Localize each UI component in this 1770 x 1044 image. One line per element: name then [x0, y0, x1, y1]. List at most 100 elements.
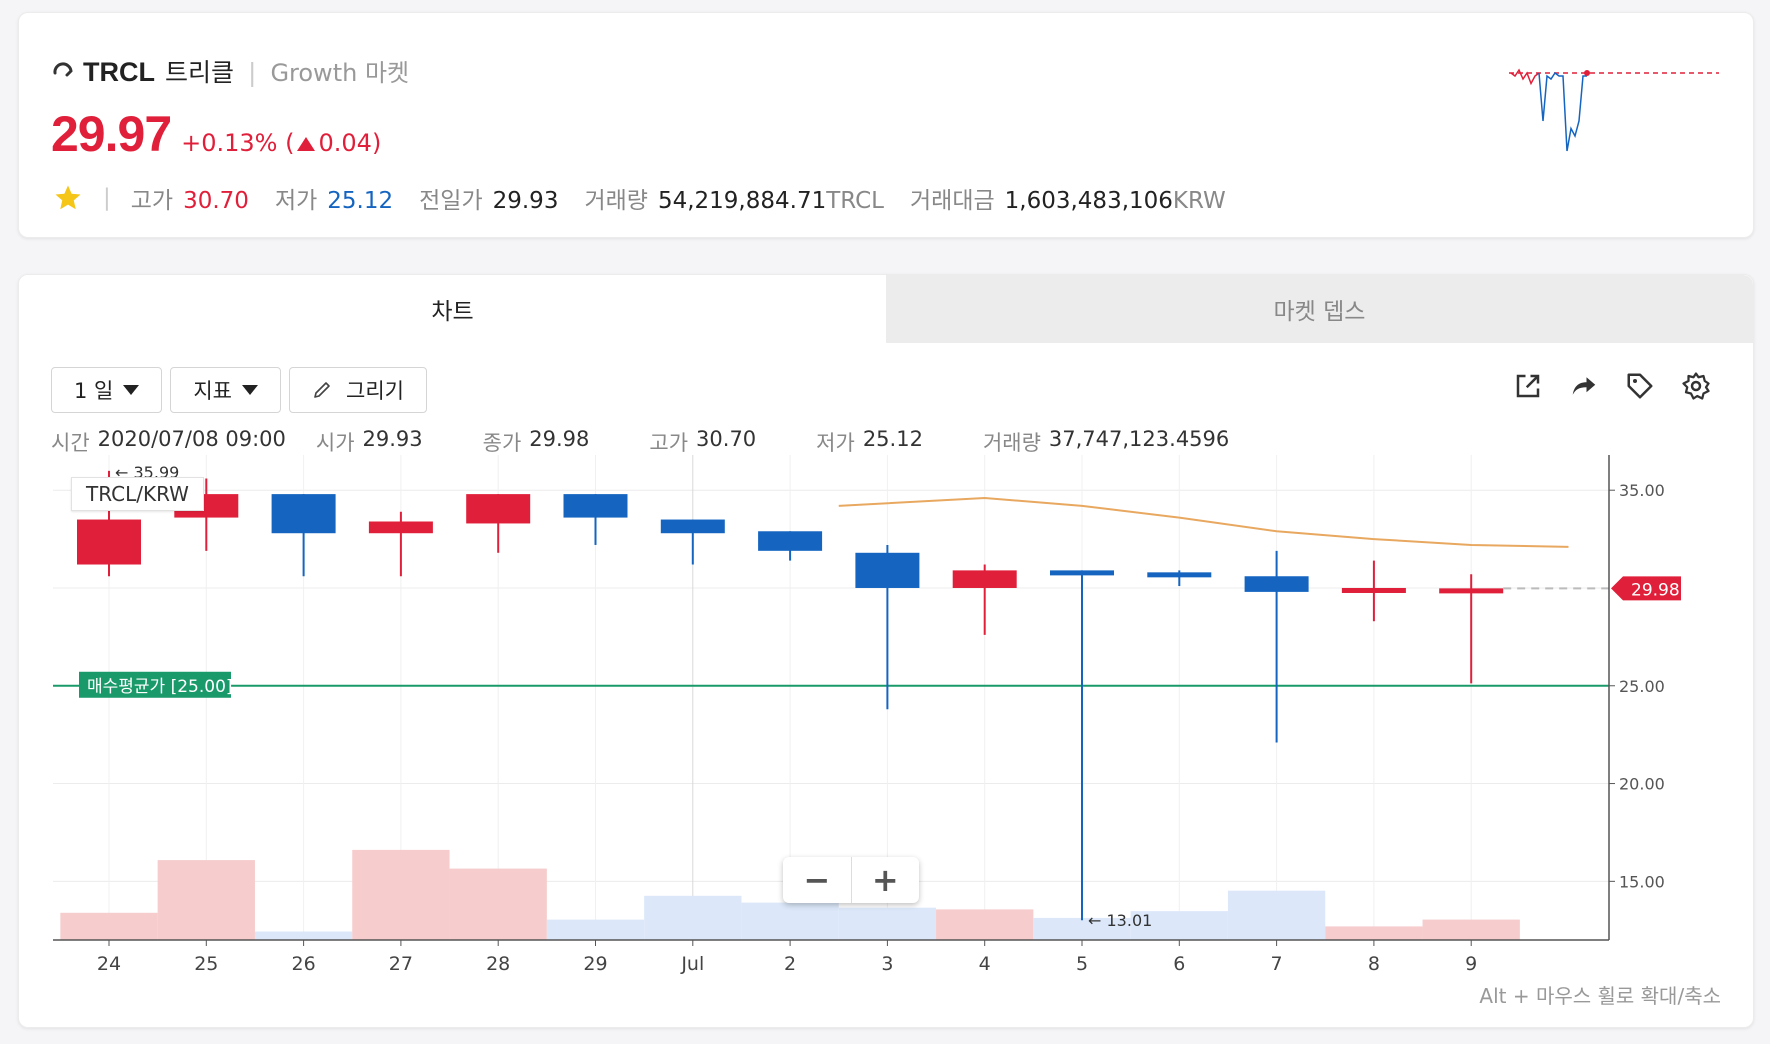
ohlc-volume-label: 거래량	[982, 431, 1041, 455]
volume-bar	[449, 868, 547, 940]
tab-market-depth[interactable]: 마켓 뎁스	[886, 275, 1753, 343]
candle-body	[660, 519, 725, 534]
candlestick-chart[interactable]: 매수평균가 [25.00]29.9835.0025.0020.0015.0024…	[19, 455, 1753, 1015]
x-tick-label: 3	[881, 953, 893, 975]
volume-bar	[352, 849, 450, 940]
stat-volume-label: 거래량	[584, 188, 648, 214]
change-percent: +0.13%	[181, 129, 278, 157]
draw-label: 그리기	[346, 379, 404, 403]
candle-body	[1050, 570, 1114, 576]
y-tick-label: 20.00	[1619, 775, 1665, 794]
zoom-in-button[interactable]: +	[850, 857, 920, 903]
ticker-symbol: TRCL	[83, 57, 155, 87]
tag-icon[interactable]	[1625, 371, 1655, 401]
ohlc-high-label: 고가	[649, 431, 689, 455]
favorite-star-icon[interactable]	[53, 183, 83, 213]
caret-down-icon	[242, 385, 258, 395]
candle-body	[758, 531, 823, 551]
candle-body	[77, 519, 141, 565]
coin-korean-name: 트리클	[164, 58, 234, 87]
x-tick-label: 9	[1465, 953, 1477, 975]
stat-amount: 거래대금 1,603,483,106 KRW	[910, 181, 1226, 215]
y-tick-label: 35.00	[1619, 481, 1665, 500]
ohlc-high-value: 30.70	[696, 427, 757, 451]
stat-low-label: 저가	[274, 188, 318, 214]
title-divider: |	[248, 58, 257, 87]
volume-bar	[644, 895, 742, 940]
stat-amount-unit: KRW	[1172, 188, 1226, 214]
stat-high-label: 고가	[130, 188, 174, 214]
stat-volume: 거래량 54,219,884.71 TRCL	[584, 181, 884, 215]
candle-body	[271, 494, 336, 534]
candle-body	[1244, 576, 1309, 592]
x-tick-label: 6	[1173, 953, 1185, 975]
tab-chart[interactable]: 차트	[19, 275, 886, 343]
mini-price-chart	[1509, 68, 1719, 152]
candle-body	[855, 552, 920, 588]
stat-high-value: 30.70	[183, 188, 249, 214]
settings-gear-icon[interactable]	[1681, 371, 1711, 401]
trcl-logo-icon	[53, 62, 73, 77]
current-price: 29.97	[51, 106, 172, 162]
indicators-dropdown[interactable]: 지표	[170, 367, 281, 413]
interval-dropdown[interactable]: 1 일	[51, 367, 163, 413]
ohlc-low-label: 저가	[816, 431, 855, 455]
x-tick-label: 27	[389, 953, 413, 975]
change-amount: 0.04)	[318, 129, 382, 157]
stat-prev-value: 29.93	[492, 188, 559, 214]
stat-prev: 전일가 29.93	[419, 181, 558, 215]
current-price-label-bg	[1611, 576, 1681, 601]
market-header-card: TRCL 트리클 | Growth 마켓 29.97 +0.13% (0.04)…	[18, 12, 1754, 238]
mini-series-up	[1510, 68, 1540, 86]
candle-body	[368, 521, 433, 534]
x-tick-label: 8	[1368, 953, 1380, 975]
ohlc-close-value: 29.98	[529, 427, 590, 451]
chart-card: 차트 마켓 뎁스 1 일 지표 그리기	[18, 274, 1754, 1028]
volume-bar	[546, 919, 645, 940]
candle-body	[952, 570, 1017, 588]
chart-toolbar: 1 일 지표 그리기	[51, 367, 435, 413]
ohlc-open-value: 29.93	[362, 427, 423, 451]
volume-bar	[1422, 919, 1520, 940]
x-tick-label: 5	[1076, 953, 1088, 975]
chart-tabs: 차트 마켓 뎁스	[19, 275, 1753, 343]
candle-body	[1147, 572, 1212, 578]
ohlc-volume-value: 37,747,123.4596	[1048, 427, 1230, 451]
volume-bar	[1227, 890, 1326, 940]
volume-bar	[741, 902, 839, 940]
avg-price-label-bg	[79, 671, 231, 698]
x-tick-label: Jul	[680, 953, 704, 975]
low-annotation: ← 13.01	[1088, 911, 1152, 930]
current-price-label: 29.98	[1631, 580, 1680, 600]
zoom-out-button[interactable]: −	[803, 861, 831, 899]
volume-bar	[60, 912, 158, 940]
ohlc-legend: 시간 2020/07/08 09:00 시가 29.93 종가 29.98 고가…	[51, 427, 1259, 457]
candle-body	[1439, 588, 1504, 594]
avg-price-label: 매수평균가 [25.00]	[87, 677, 233, 697]
stat-amount-value: 1,603,483,106	[1004, 188, 1173, 214]
mini-series-down	[1538, 71, 1587, 152]
chart-tool-icons	[1487, 371, 1711, 401]
x-tick-label: 4	[979, 953, 991, 975]
stat-low-value: 25.12	[327, 188, 394, 214]
stat-high: 고가 30.70	[131, 181, 249, 215]
stat-amount-label: 거래대금	[910, 188, 995, 214]
triangle-up-icon	[296, 137, 315, 151]
zoom-controls: − +	[783, 857, 919, 903]
draw-button[interactable]: 그리기	[289, 367, 427, 413]
external-link-icon[interactable]	[1513, 371, 1543, 401]
volume-bar	[1130, 911, 1228, 940]
volume-bar	[1033, 917, 1131, 940]
zoom-hint: Alt + 마우스 휠로 확대/축소	[1479, 984, 1721, 1008]
share-arrow-icon[interactable]	[1569, 371, 1599, 401]
x-tick-label: 29	[583, 953, 607, 975]
market-name: Growth 마켓	[270, 59, 410, 87]
x-tick-label: 24	[97, 953, 121, 975]
change-open-paren: (	[285, 129, 295, 157]
candle-body	[563, 494, 628, 518]
x-tick-label: 26	[292, 953, 316, 975]
volume-bar	[157, 860, 255, 940]
interval-label: 1 일	[74, 379, 114, 403]
mini-last-point	[1584, 70, 1590, 76]
y-tick-label: 15.00	[1619, 872, 1665, 891]
